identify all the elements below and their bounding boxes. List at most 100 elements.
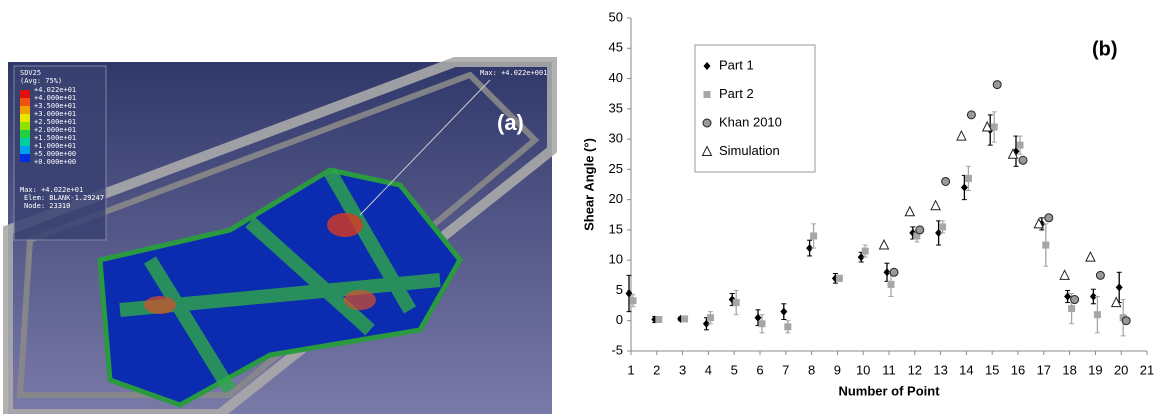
point: [655, 316, 662, 323]
contour-level: +3.000e+01: [34, 110, 76, 118]
point: [993, 81, 1001, 89]
color-band: [20, 106, 30, 114]
hot-spot: [327, 213, 363, 237]
point: [939, 223, 946, 230]
legend-marker: [704, 91, 711, 98]
point: [942, 177, 950, 185]
x-tick-label: 3: [679, 362, 686, 377]
y-tick-label: 15: [609, 221, 623, 236]
point: [780, 308, 787, 316]
x-tick-label: 15: [985, 362, 999, 377]
point: [1122, 317, 1130, 325]
max-info: Node: 23310: [24, 202, 70, 210]
hot-spot: [144, 296, 176, 314]
figure: SDV25 (Avg: 75%) +4.022e+01+4.000e+01+3.…: [0, 0, 1161, 414]
point: [1060, 270, 1069, 279]
panel-label: (b): [1092, 38, 1118, 60]
y-tick-label: 40: [609, 70, 623, 85]
legend-subtitle: (Avg: 75%): [20, 77, 62, 85]
point: [681, 315, 688, 322]
contour-level: +4.000e+01: [34, 94, 76, 102]
contour-level: +1.500e+01: [34, 134, 76, 142]
point: [784, 323, 791, 330]
legend-marker: [703, 119, 711, 127]
x-tick-label: 1: [627, 362, 634, 377]
point: [630, 297, 637, 304]
point: [931, 201, 940, 210]
point: [1017, 142, 1024, 149]
x-axis-title: Number of Point: [838, 383, 940, 398]
panel-b: -505101520253035404550123456789101112131…: [581, 9, 1154, 398]
x-tick-label: 13: [933, 362, 947, 377]
x-tick-label: 7: [782, 362, 789, 377]
x-tick-label: 18: [1062, 362, 1076, 377]
point: [957, 131, 966, 140]
y-tick-label: 20: [609, 191, 623, 206]
x-tick-label: 21: [1140, 362, 1154, 377]
legend-label: Part 2: [719, 86, 754, 101]
color-band: [20, 130, 30, 138]
contour-level: +5.000e+00: [34, 150, 76, 158]
contour-level: +3.500e+01: [34, 102, 76, 110]
point: [890, 268, 898, 276]
x-tick-label: 9: [834, 362, 841, 377]
point: [916, 226, 924, 234]
contour-level: +0.000e+00: [34, 158, 76, 166]
x-tick-label: 12: [908, 362, 922, 377]
x-tick-label: 4: [705, 362, 712, 377]
point: [880, 240, 889, 249]
point: [836, 275, 843, 282]
color-band: [20, 98, 30, 106]
point: [1045, 214, 1053, 222]
y-tick-label: 0: [616, 312, 623, 327]
color-band: [20, 114, 30, 122]
x-tick-label: 17: [1037, 362, 1051, 377]
point: [1019, 156, 1027, 164]
point: [1086, 252, 1095, 261]
y-tick-label: 10: [609, 252, 623, 267]
color-bar: +4.022e+01+4.000e+01+3.500e+01+3.000e+01…: [20, 86, 76, 166]
point: [707, 314, 714, 321]
color-band: [20, 90, 30, 98]
point: [1068, 305, 1075, 312]
y-tick-label: 35: [609, 100, 623, 115]
color-band: [20, 146, 30, 154]
contour-level: +2.000e+01: [34, 126, 76, 134]
point: [1096, 271, 1104, 279]
x-tick-label: 2: [653, 362, 660, 377]
y-tick-label: 30: [609, 131, 623, 146]
point: [991, 123, 998, 130]
point: [905, 207, 914, 216]
x-tick-label: 11: [882, 362, 896, 377]
contour-level: +1.000e+01: [34, 142, 76, 150]
panel-a: SDV25 (Avg: 75%) +4.022e+01+4.000e+01+3.…: [8, 62, 552, 414]
point: [862, 248, 869, 255]
point: [759, 320, 766, 327]
color-band: [20, 154, 30, 162]
x-tick-label: 6: [756, 362, 763, 377]
legend-label: Simulation: [719, 143, 780, 158]
point: [1116, 283, 1123, 291]
max-info: Elem: BLANK-1.29247: [24, 194, 104, 202]
legend-title: SDV25: [20, 69, 41, 77]
color-band: [20, 138, 30, 146]
x-tick-label: 20: [1114, 362, 1128, 377]
y-tick-label: 5: [616, 282, 623, 297]
max-info: Max: +4.022e+01: [20, 186, 83, 194]
legend-label: Part 1: [719, 57, 754, 72]
point: [967, 111, 975, 119]
point: [888, 281, 895, 288]
point: [965, 175, 972, 182]
x-tick-label: 8: [808, 362, 815, 377]
legend-label: Khan 2010: [719, 114, 782, 129]
point: [733, 299, 740, 306]
hot-spot: [344, 290, 376, 310]
y-tick-label: 50: [609, 9, 623, 24]
x-tick-label: 19: [1088, 362, 1102, 377]
point: [1042, 242, 1049, 249]
x-tick-label: 14: [959, 362, 973, 377]
y-tick-label: 25: [609, 161, 623, 176]
point: [1071, 296, 1079, 304]
point: [1094, 311, 1101, 318]
color-band: [20, 122, 30, 130]
